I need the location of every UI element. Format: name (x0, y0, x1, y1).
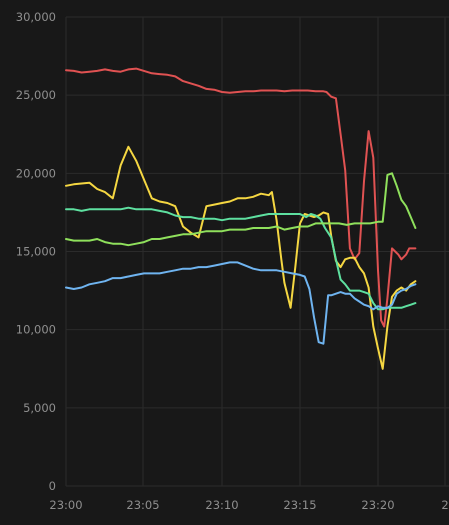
x-tick-label: 23:20 (361, 498, 394, 512)
y-tick-label: 0 (49, 479, 56, 493)
y-axis: 0 5,000 10,000 15,000 20,000 25,000 30,000 (16, 10, 56, 493)
series-line-2 (65, 145, 417, 370)
y-tick-label: 20,000 (16, 166, 56, 180)
y-tick-label: 10,000 (16, 323, 56, 337)
y-tick-label: 25,000 (16, 88, 56, 102)
x-tick-label: 23:15 (283, 498, 316, 512)
plot-area (65, 67, 417, 370)
series-line-3 (65, 206, 417, 311)
x-tick-label: 23:10 (205, 498, 238, 512)
series-line-5 (65, 261, 417, 345)
y-tick-label: 30,000 (16, 10, 56, 24)
x-tick-label: 23:05 (126, 498, 159, 512)
series-line-1 (65, 67, 417, 328)
series-line-4 (65, 172, 417, 247)
y-tick-label: 5,000 (23, 401, 56, 415)
x-tick-label: 2 (441, 498, 448, 512)
chart-grid (65, 16, 449, 487)
x-axis: 23:00 23:05 23:10 23:15 23:20 2 (49, 498, 448, 512)
x-tick-label: 23:00 (49, 498, 82, 512)
y-tick-label: 15,000 (16, 245, 56, 259)
